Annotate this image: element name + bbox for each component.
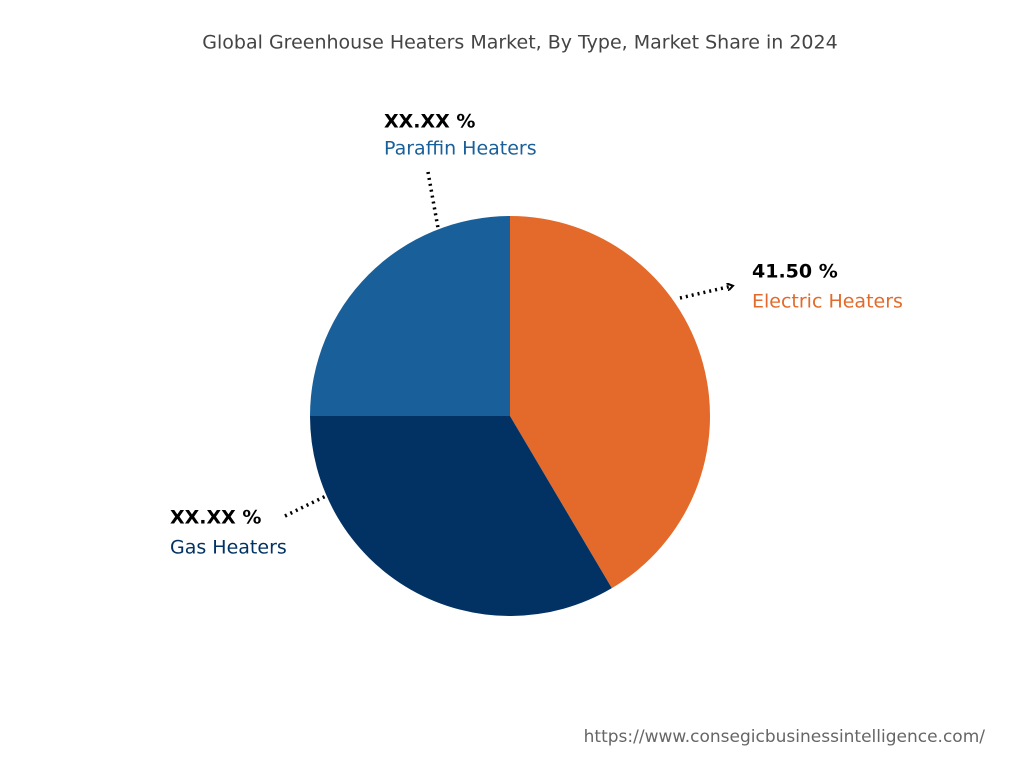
chart-title: Global Greenhouse Heaters Market, By Typ… bbox=[202, 32, 837, 54]
category-label: Electric Heaters bbox=[752, 291, 903, 313]
value-label: 41.50 % bbox=[752, 261, 838, 283]
category-label: Paraffin Heaters bbox=[384, 138, 537, 160]
leader-line bbox=[426, 171, 440, 229]
source: https://www.consegicbusinessintelligence… bbox=[584, 727, 986, 747]
leader-line bbox=[284, 494, 327, 518]
leader-line bbox=[679, 286, 732, 300]
pie-slice bbox=[310, 216, 510, 416]
value-label: XX.XX % bbox=[384, 111, 475, 133]
category-label: Gas Heaters bbox=[170, 537, 287, 559]
pie-slice bbox=[310, 416, 612, 616]
value-label: XX.XX % bbox=[170, 507, 261, 529]
pie-slice bbox=[510, 216, 710, 589]
